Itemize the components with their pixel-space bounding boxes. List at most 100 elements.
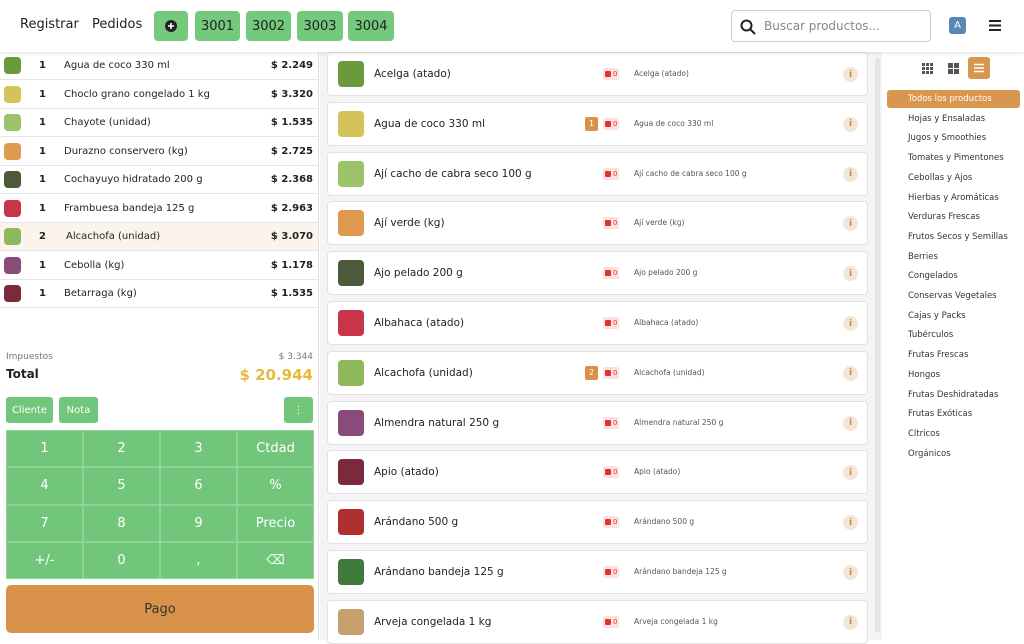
category-item[interactable]: Frutas Frescas: [908, 350, 969, 361]
pay-button[interactable]: Pago: [6, 585, 314, 633]
order-line[interactable]: 1 Chayote (unidad) $ 1.535: [0, 109, 318, 137]
keypad-key[interactable]: %: [237, 467, 314, 505]
keypad-key[interactable]: 6: [160, 467, 237, 505]
category-item[interactable]: Frutos Secos y Semillas: [908, 231, 1008, 242]
order-line[interactable]: 1 Cebolla (kg) $ 1.178: [0, 252, 318, 280]
order-line[interactable]: 1 Choclo grano congelado 1 kg $ 3.320: [0, 81, 318, 109]
category-item[interactable]: Jugos y Smoothies: [908, 133, 987, 144]
info-button[interactable]: i: [843, 614, 858, 630]
info-button[interactable]: i: [843, 67, 858, 82]
keypad-key[interactable]: 1: [6, 430, 83, 468]
new-order-button[interactable]: [154, 11, 188, 41]
info-button[interactable]: i: [843, 565, 858, 580]
info-button[interactable]: i: [843, 266, 858, 282]
product-card[interactable]: Ají cacho de cabra seco 100 g 0 Ají cacho …: [327, 151, 868, 196]
stock-icon: [605, 71, 611, 77]
more-button[interactable]: ⋮: [284, 397, 313, 423]
category-item[interactable]: Todos los productos: [887, 90, 1020, 108]
stock-value: 0: [613, 319, 618, 327]
product-card[interactable]: Acelga (atado) 0 Acelga (atado) i: [327, 52, 868, 96]
keypad-key[interactable]: 2: [83, 430, 160, 468]
action-button[interactable]: Cliente: [6, 397, 53, 423]
keypad-key[interactable]: Ctdad: [237, 430, 314, 468]
product-thumb: [338, 210, 364, 237]
info-button[interactable]: i: [843, 116, 858, 132]
keypad-key[interactable]: 4: [6, 467, 83, 505]
product-card[interactable]: Ají verde (kg) 0 Ají verde (kg) i: [327, 201, 868, 246]
view-list[interactable]: [968, 57, 990, 79]
order-line[interactable]: 1 Cochayuyo hidratado 200 g $ 2.368: [0, 166, 318, 194]
product-card[interactable]: Apio (atado) 0 Apio (atado) i: [327, 450, 868, 495]
nav-link[interactable]: Registrar: [20, 17, 79, 32]
keypad-key[interactable]: ,: [160, 541, 237, 580]
order-line[interactable]: 1 Frambuesa bandeja 125 g $ 2.963: [0, 195, 318, 223]
product-card[interactable]: Arveja congelada 1 kg 0 Arveja congelada 1…: [327, 599, 868, 644]
stock-chip: 0: [603, 416, 620, 429]
view-grid-large[interactable]: [948, 63, 959, 74]
line-name: Agua de coco 330 ml: [64, 60, 170, 71]
info-button[interactable]: i: [843, 166, 858, 182]
category-item[interactable]: Congelados: [908, 271, 958, 282]
product-thumb: [338, 559, 364, 585]
info-button[interactable]: i: [843, 365, 858, 381]
category-item[interactable]: Hierbas y Aromáticas: [908, 192, 999, 203]
keypad-key[interactable]: ⌫: [237, 541, 314, 580]
info-button[interactable]: i: [843, 415, 858, 431]
stock-value: 0: [613, 617, 618, 626]
keypad-key[interactable]: +/-: [6, 541, 83, 580]
category-item[interactable]: Cítricos: [908, 428, 940, 439]
product-card[interactable]: Agua de coco 330 ml 1 0 Agua de coco 330 ml…: [327, 101, 868, 146]
keypad-key[interactable]: 3: [160, 430, 237, 468]
nav-link[interactable]: Pedidos: [92, 17, 143, 32]
search-box[interactable]: Buscar productos...: [731, 10, 931, 42]
info-button[interactable]: i: [843, 316, 858, 331]
order-tab[interactable]: 3004: [348, 11, 394, 41]
action-button[interactable]: Nota: [59, 397, 98, 423]
order-line[interactable]: 1 Agua de coco 330 ml $ 2.249: [0, 52, 318, 80]
product-card[interactable]: Alcachofa (unidad) 2 0 Alcachofa (unidad) i: [327, 350, 868, 395]
line-price: $ 3.320: [270, 88, 313, 100]
cart-qty-badge: 2: [585, 365, 598, 380]
order-tab[interactable]: 3001: [195, 11, 240, 41]
menu-icon[interactable]: [989, 20, 1001, 31]
product-card[interactable]: Arándano 500 g 0 Arándano 500 g i: [327, 500, 868, 545]
category-item[interactable]: Hongos: [908, 369, 941, 380]
keypad-key[interactable]: 5: [83, 467, 160, 505]
category-item[interactable]: Berries: [908, 251, 938, 262]
category-item[interactable]: Orgánicos: [908, 448, 951, 459]
avatar[interactable]: A: [949, 17, 966, 34]
keypad-key[interactable]: 9: [160, 504, 237, 542]
order-line[interactable]: 2 Alcachofa (unidad) $ 3.070: [0, 223, 318, 251]
order-tab[interactable]: 3002: [246, 11, 291, 41]
product-card[interactable]: Albahaca (atado) 0 Albahaca (atado) i: [327, 301, 868, 345]
line-thumb: [4, 57, 21, 74]
category-item[interactable]: Cajas y Packs: [908, 310, 966, 321]
order-line[interactable]: 1 Durazno conservero (kg) $ 2.725: [0, 138, 318, 166]
category-item[interactable]: Frutas Deshidratadas: [908, 389, 999, 400]
product-card[interactable]: Ajo pelado 200 g 0 Ajo pelado 200 g i: [327, 251, 868, 296]
keypad-key[interactable]: Precio: [237, 504, 314, 542]
info-button[interactable]: i: [843, 216, 858, 232]
category-item[interactable]: Tomates y Pimentones: [908, 153, 1004, 164]
product-short-name: Apio (atado): [634, 467, 681, 477]
category-item[interactable]: Tubérculos: [908, 330, 954, 341]
category-item[interactable]: Cebollas y Ajos: [908, 172, 973, 183]
product-card[interactable]: Almendra natural 250 g 0 Almendra natural …: [327, 400, 868, 445]
keypad-key[interactable]: 0: [83, 541, 160, 580]
category-item[interactable]: Hojas y Ensaladas: [908, 113, 986, 124]
stock-icon: [605, 369, 611, 376]
keypad-key[interactable]: 8: [83, 504, 160, 542]
keypad-key[interactable]: 7: [6, 504, 83, 542]
view-grid-small[interactable]: [922, 63, 933, 74]
info-button[interactable]: i: [843, 515, 858, 531]
product-card[interactable]: Arándano bandeja 125 g 0 Arándano bandeja …: [327, 550, 868, 594]
product-short-name: Albahaca (atado): [634, 318, 699, 327]
category-item[interactable]: Verduras Frescas: [908, 212, 980, 223]
order-tab[interactable]: 3003: [297, 11, 343, 41]
stock-value: 0: [613, 418, 618, 427]
category-item[interactable]: Frutas Exóticas: [908, 409, 973, 420]
info-button[interactable]: i: [843, 465, 858, 481]
line-qty: 1: [39, 174, 46, 185]
category-item[interactable]: Conservas Vegetales: [908, 291, 997, 301]
order-line[interactable]: 1 Betarraga (kg) $ 1.535: [0, 280, 318, 308]
